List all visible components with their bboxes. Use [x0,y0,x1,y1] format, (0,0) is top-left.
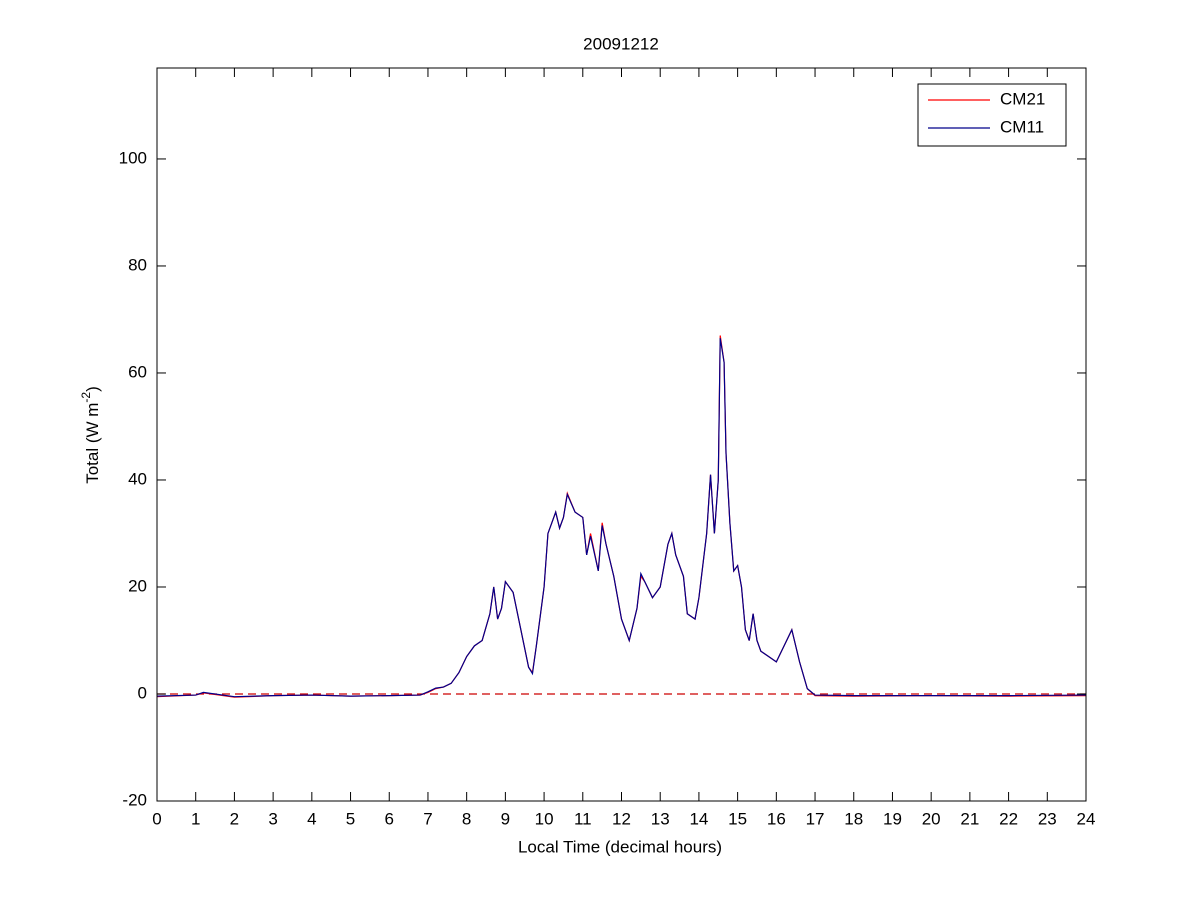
legend-label: CM11 [1000,117,1044,136]
y-axis-label: Total (W m-2) [79,386,102,484]
x-tick-label: 23 [1038,809,1057,828]
y-tick-label: 80 [128,255,147,274]
x-tick-label: 20 [922,809,941,828]
x-tick-label: 3 [268,809,277,828]
x-tick-label: 22 [999,809,1018,828]
x-tick-label: 11 [574,809,592,828]
y-tick-label: 60 [128,362,147,381]
x-axis-label: Local Time (decimal hours) [518,837,722,856]
x-tick-label: 9 [501,809,510,828]
legend-label: CM21 [1000,89,1045,108]
x-tick-label: 10 [535,809,554,828]
x-tick-label: 1 [191,809,200,828]
x-tick-label: 24 [1077,809,1096,828]
x-tick-label: 14 [689,809,708,828]
x-tick-label: 19 [883,809,902,828]
x-tick-label: 16 [767,809,786,828]
chart-title: 20091212 [583,34,659,53]
y-tick-label: 20 [128,576,147,595]
x-tick-label: 7 [423,809,432,828]
y-tick-label: 0 [138,683,147,702]
x-tick-label: 4 [307,809,316,828]
y-axis-label-text: Total (W m [83,403,102,484]
x-tick-label: 6 [385,809,394,828]
y-tick-label: 40 [128,469,147,488]
y-axis-label-tail: ) [83,386,102,392]
x-tick-label: 17 [806,809,825,828]
x-tick-label: 2 [230,809,239,828]
x-tick-label: 5 [346,809,355,828]
x-tick-label: 18 [844,809,863,828]
x-tick-label: 21 [960,809,979,828]
x-tick-label: 15 [728,809,747,828]
x-tick-label: 0 [152,809,161,828]
x-tick-label: 13 [651,809,670,828]
y-axis-label-sup: -2 [79,392,93,403]
legend-box [917,83,1067,147]
y-tick-label: -20 [122,790,147,809]
y-tick-label: 100 [119,148,147,167]
x-tick-label: 12 [612,809,631,828]
data-line [156,338,1087,698]
x-tick-label: 8 [462,809,471,828]
